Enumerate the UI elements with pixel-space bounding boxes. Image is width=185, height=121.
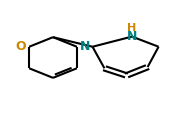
Text: N: N (127, 30, 137, 43)
Text: H: H (127, 23, 137, 33)
Text: N: N (80, 40, 90, 53)
Text: O: O (16, 40, 26, 53)
